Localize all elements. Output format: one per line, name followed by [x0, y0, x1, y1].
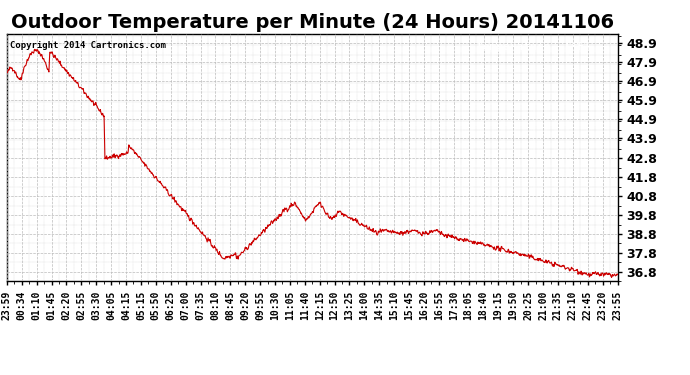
Text: Copyright 2014 Cartronics.com: Copyright 2014 Cartronics.com — [10, 41, 166, 50]
Title: Outdoor Temperature per Minute (24 Hours) 20141106: Outdoor Temperature per Minute (24 Hours… — [10, 13, 614, 32]
